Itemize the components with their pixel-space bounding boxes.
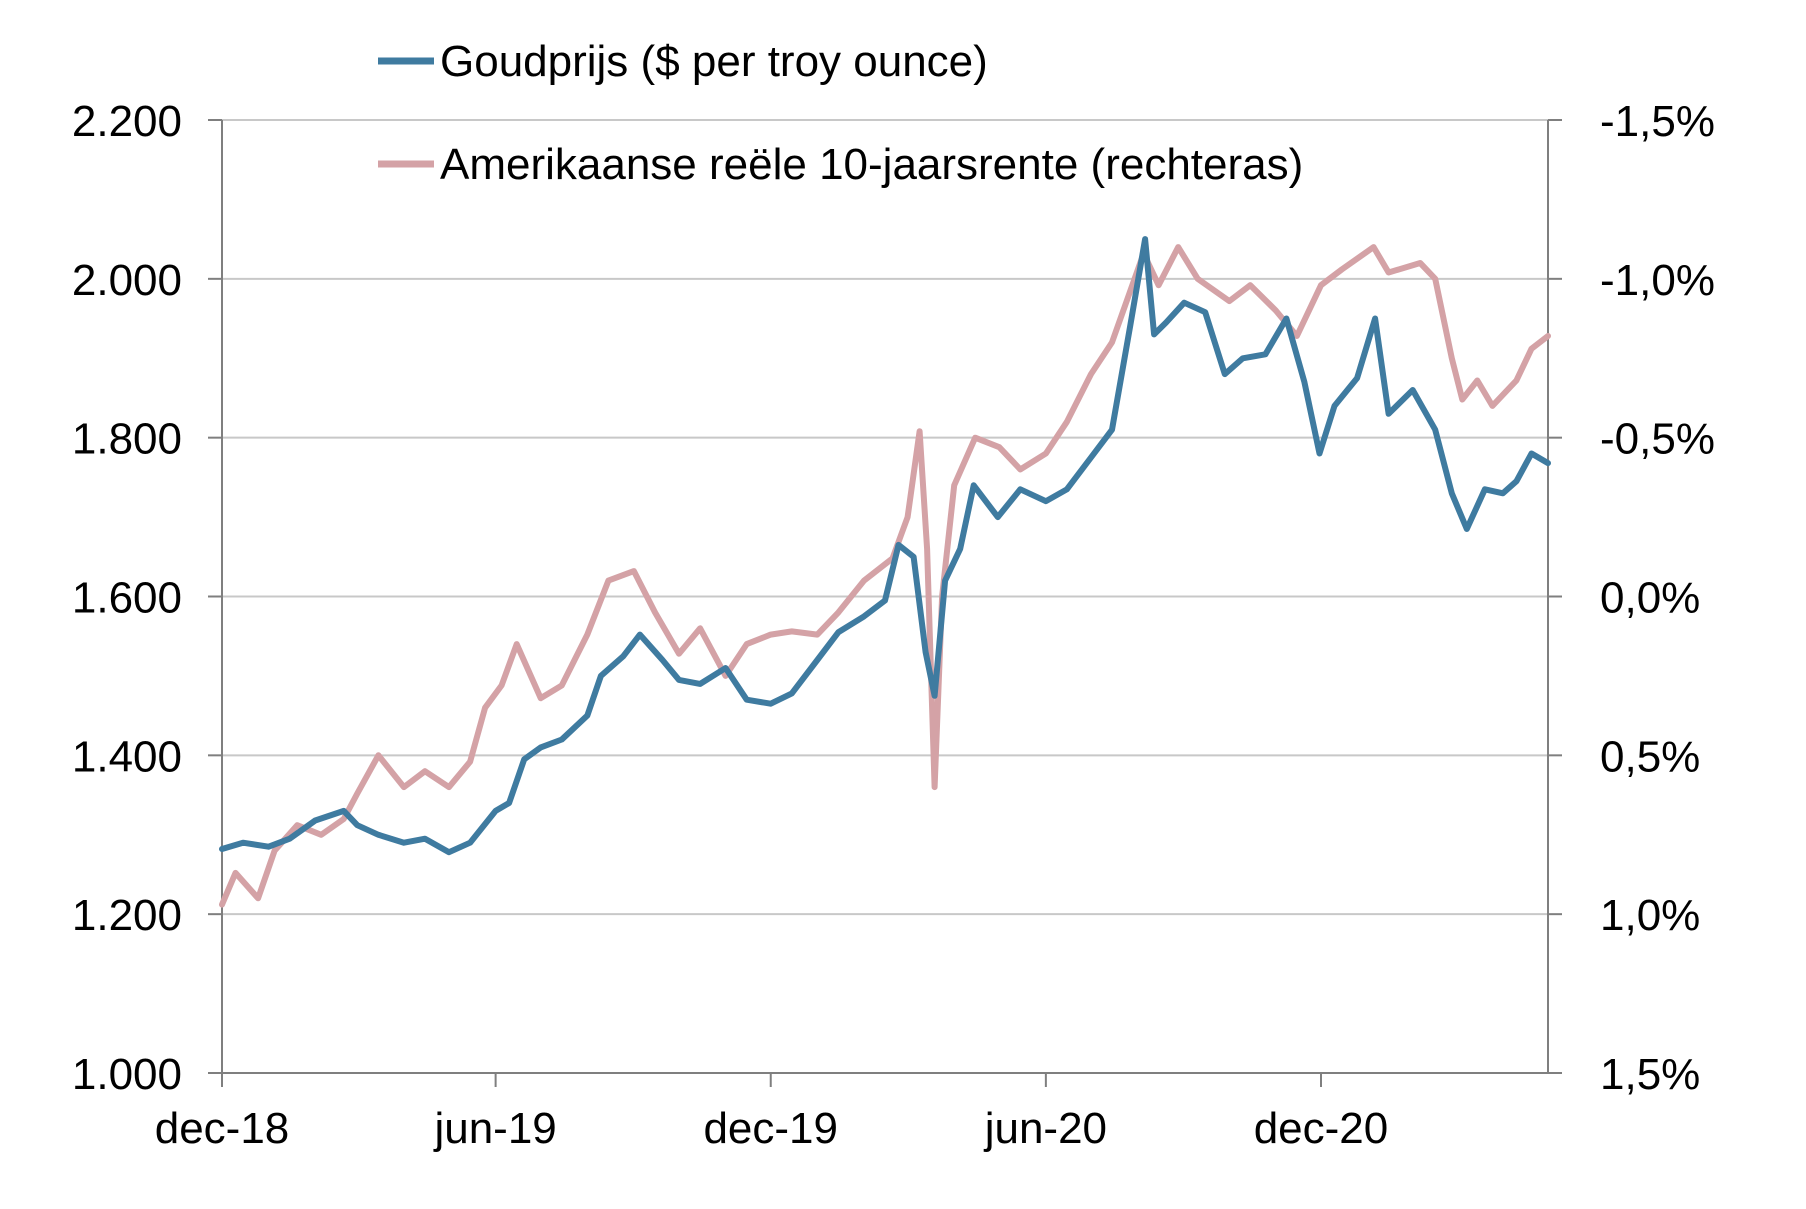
y-right-tick-label: 1,5% — [1600, 1050, 1700, 1099]
x-tick-label: dec-19 — [703, 1104, 838, 1153]
y-left-tick-label: 1.600 — [72, 574, 182, 623]
series-line-goudprijs — [219, 236, 1551, 856]
x-tick-label: dec-20 — [1254, 1104, 1389, 1153]
y-right-tick-label: 0,0% — [1600, 574, 1700, 623]
y-right-tick-label: -0,5% — [1600, 415, 1715, 464]
x-tick-label: jun-19 — [432, 1104, 556, 1153]
y-left-tick-label: 1.000 — [72, 1050, 182, 1099]
y-left-tick-label: 1.800 — [72, 415, 182, 464]
gridlines — [222, 119, 1548, 916]
y-right-tick-label: 1,0% — [1600, 891, 1700, 940]
x-tick-label: jun-20 — [983, 1104, 1107, 1153]
y-right-tick-label: -1,5% — [1600, 97, 1715, 146]
series-line-reele-rente — [219, 244, 1551, 908]
y-right-tick-label: 0,5% — [1600, 732, 1700, 781]
x-tick-label: dec-18 — [155, 1104, 290, 1153]
legend-label-reele-rente: Amerikaanse reële 10-jaarsrente (rechter… — [440, 140, 1303, 189]
y-left-tick-label: 2.200 — [72, 97, 182, 146]
y-left-tick-label: 2.000 — [72, 256, 182, 305]
axes: 1.000 1.200 1.400 1.600 1.800 2.000 2.200 1,5% 1… — [72, 97, 1715, 1153]
series-layer — [219, 236, 1551, 908]
legend-label-goudprijs: Goudprijs ($ per troy ounce) — [440, 37, 988, 86]
y-right-tick-label: -1,0% — [1600, 256, 1715, 305]
y-left-tick-label: 1.200 — [72, 891, 182, 940]
legend: Goudprijs ($ per troy ounce) Amerikaanse… — [378, 37, 1303, 189]
y-left-tick-label: 1.400 — [72, 732, 182, 781]
